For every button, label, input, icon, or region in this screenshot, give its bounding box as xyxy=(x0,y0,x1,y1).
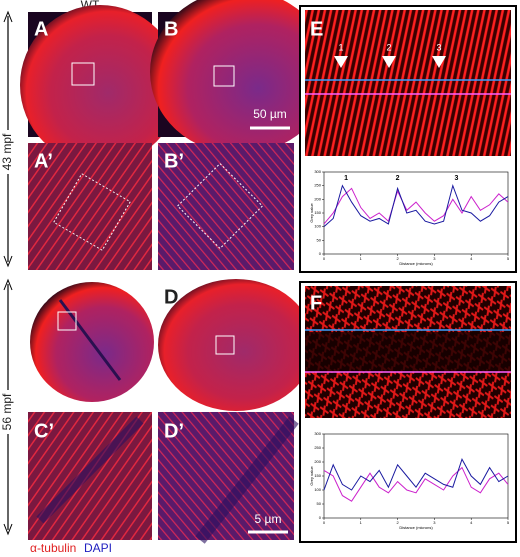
x-tick-label: 5 xyxy=(507,520,510,525)
panel-label: D’ xyxy=(164,420,184,442)
panel-label: A xyxy=(34,18,48,40)
panel-label: B xyxy=(164,18,178,40)
y-tick-label: 0 xyxy=(319,251,322,256)
legend-stain: α-tubulin xyxy=(30,541,76,555)
y-tick-label: 250 xyxy=(314,183,321,188)
data-line xyxy=(323,466,509,502)
x-tick-label: 3 xyxy=(433,520,436,525)
arrow-label: 2 xyxy=(386,42,391,52)
image-disc xyxy=(20,5,180,165)
inset-box xyxy=(53,173,131,251)
y-tick-label: 50 xyxy=(317,237,322,242)
image-feature xyxy=(305,332,511,372)
y-tick-label: 250 xyxy=(314,445,321,450)
y-tick-label: 300 xyxy=(314,431,321,436)
x-tick-label: 2 xyxy=(396,520,399,525)
y-tick-label: 200 xyxy=(314,196,321,201)
x-tick-label: 4 xyxy=(470,520,473,525)
panel-label: A’ xyxy=(34,150,53,172)
legend-stain: DAPI xyxy=(84,541,112,555)
image-panel xyxy=(305,10,511,156)
panel-label: D xyxy=(164,286,178,308)
inset-box xyxy=(215,335,235,355)
arrow-label: 1 xyxy=(338,42,343,52)
stage-label: 43 mpf xyxy=(0,133,14,170)
inset-box xyxy=(71,62,95,86)
peak-label: 1 xyxy=(344,175,348,182)
y-axis-label: Grey value xyxy=(309,466,314,486)
panel-label: E xyxy=(310,18,323,40)
label-bg xyxy=(1,130,15,174)
x-tick-label: 0 xyxy=(323,520,326,525)
y-tick-label: 300 xyxy=(314,169,321,174)
data-line xyxy=(323,187,509,225)
arrow-head xyxy=(3,10,13,268)
peak-label: 3 xyxy=(455,175,459,182)
x-tick-label: 3 xyxy=(433,256,436,261)
image-disc xyxy=(150,0,330,154)
image-panel xyxy=(158,143,294,270)
image-panel xyxy=(28,143,152,270)
x-tick-label: 2 xyxy=(396,256,399,261)
x-tick-label: 1 xyxy=(360,520,363,525)
y-axis-label: Grey value xyxy=(309,203,314,223)
inset-box xyxy=(176,162,264,250)
stage-label: 56 mpf xyxy=(0,393,14,430)
scale-label: 5 µm xyxy=(255,512,282,526)
image-panel xyxy=(158,412,294,540)
y-tick-label: 50 xyxy=(317,501,322,506)
x-axis-label: Distance (microns) xyxy=(399,261,433,266)
data-line xyxy=(323,457,509,491)
x-tick-label: 1 xyxy=(360,256,363,261)
panel-label: F xyxy=(310,292,322,314)
x-tick-label: 5 xyxy=(507,256,510,261)
y-tick-label: 100 xyxy=(314,487,321,492)
x-axis-label: Distance (microns) xyxy=(399,525,433,530)
arrow-head xyxy=(3,278,13,536)
inset-box xyxy=(213,65,235,87)
image-feature xyxy=(36,416,144,524)
label-bg xyxy=(1,390,15,434)
peak-label: 2 xyxy=(396,175,400,182)
panel-label: C’ xyxy=(34,420,54,442)
y-tick-label: 150 xyxy=(314,473,321,478)
inset-box xyxy=(57,311,77,331)
image-disc xyxy=(158,279,314,411)
x-tick-label: 0 xyxy=(323,256,326,261)
arrowhead xyxy=(334,56,446,68)
image-feature xyxy=(58,299,122,381)
image-feature xyxy=(195,416,299,544)
x-tick-label: 4 xyxy=(470,256,473,261)
data-line xyxy=(323,184,509,228)
y-tick-label: 0 xyxy=(319,515,322,520)
panel-label: C xyxy=(34,286,48,308)
y-tick-label: 150 xyxy=(314,210,321,215)
y-tick-label: 100 xyxy=(314,224,321,229)
y-tick-label: 200 xyxy=(314,459,321,464)
arrow-label: 3 xyxy=(436,42,441,52)
scale-label: 50 µm xyxy=(253,107,287,121)
panel-label: B’ xyxy=(164,150,184,172)
